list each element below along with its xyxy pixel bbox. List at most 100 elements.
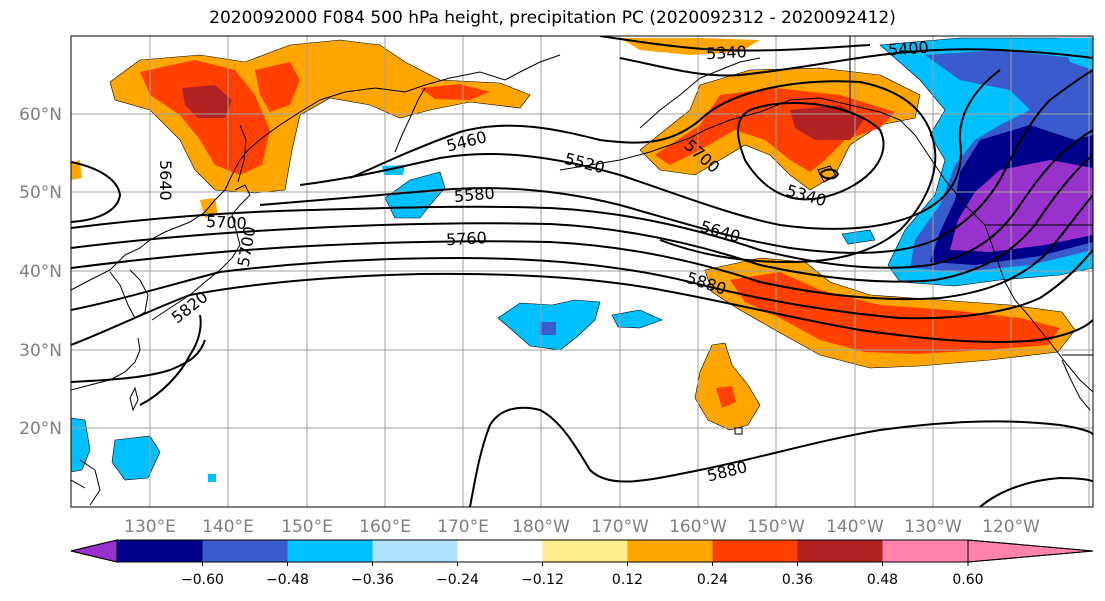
- colorbar-tick-label: 0.36: [782, 572, 813, 588]
- contour-5880-south: [71, 339, 206, 383]
- shade-purple-nw-america: [950, 160, 1093, 252]
- colorbar-segment: [542, 540, 628, 562]
- shade-blue-central: [540, 322, 556, 335]
- colorbar-tick-label: 0.24: [697, 572, 728, 588]
- lat-tick-label: 30°N: [19, 341, 62, 361]
- colorbar-segment: [712, 540, 798, 562]
- lon-tick-label: 160°W: [669, 517, 727, 537]
- coast-asia-mainland: [71, 54, 561, 291]
- lon-tick-label: 150°W: [747, 517, 805, 537]
- contour-label: 5700: [206, 212, 248, 233]
- lon-axis: 130°E 140°E 150°E 160°E 170°E 180°W 170°…: [124, 517, 1040, 537]
- contour-5640-main: [71, 129, 1093, 269]
- coast-china-south: [71, 337, 141, 391]
- lon-tick-label: 140°W: [826, 517, 884, 537]
- height-contours: [71, 36, 1093, 507]
- contour-5640-west: [71, 161, 122, 223]
- colorbar-ticks: [202, 562, 969, 566]
- shade-red-hawaii: [716, 386, 736, 408]
- lon-tick-label: 180°W: [512, 517, 570, 537]
- lon-tick-label: 130°W: [904, 517, 962, 537]
- shade-sky-gulf-small: [841, 229, 876, 245]
- lat-tick-label: 50°N: [19, 183, 62, 203]
- contour-label: 5760: [446, 228, 488, 249]
- colorbar-segment: [882, 540, 968, 562]
- map-frame: [70, 35, 1094, 508]
- map-title: 2020092000 F084 500 hPa height, precipit…: [209, 8, 896, 28]
- contour-label: 5340: [706, 42, 748, 63]
- coast-taiwan: [129, 386, 139, 412]
- lat-tick-label: 40°N: [19, 262, 62, 282]
- coast-philippines: [71, 459, 101, 506]
- coast-bc: [934, 164, 986, 226]
- contour-5340-alaska: [737, 101, 885, 201]
- shade-orange-jp-west: [71, 160, 82, 180]
- island-hawaii: [734, 427, 743, 435]
- colorbar-segment: [797, 540, 883, 562]
- contour-5580: [259, 69, 1093, 254]
- lon-tick-label: 120°W: [982, 517, 1040, 537]
- shade-sky-kuril: [384, 171, 446, 219]
- colorbar-tick-label: 0.60: [952, 572, 983, 588]
- shade-red-okhotsk-2: [255, 62, 300, 112]
- contour-5880-trop: [469, 406, 1093, 507]
- shade-red-bering-west: [420, 84, 490, 100]
- contour-5400: [619, 48, 1093, 77]
- coast-kamchatka: [394, 87, 426, 153]
- contour-5820: [71, 249, 1093, 320]
- contour-label: 5400: [887, 38, 929, 60]
- colorbar-tick-label: −0.60: [181, 572, 224, 588]
- colorbar-tick-label: −0.24: [436, 572, 479, 588]
- colorbar: −0.60 −0.48 −0.36 −0.24 −0.12 0.12 0.24 …: [70, 539, 1094, 588]
- shade-dark-okhotsk: [182, 85, 232, 118]
- shade-orange-hawaii: [694, 342, 761, 431]
- coast-us-west: [984, 224, 1093, 393]
- shade-sky-alaska-top: [1060, 38, 1093, 70]
- colorbar-segment: [202, 540, 288, 562]
- coast-sakhalin: [237, 124, 247, 183]
- lon-tick-label: 150°E: [281, 517, 333, 537]
- colorbar-tick-label: 0.12: [612, 572, 643, 588]
- colorbar-tick-label: 0.48: [867, 572, 898, 588]
- colorbar-segment: [627, 540, 713, 562]
- coast-japan-hokkaido: [231, 184, 251, 216]
- contour-label: 5580: [453, 184, 495, 206]
- shade-orange-jp-sea: [200, 198, 218, 218]
- colorbar-segment: [117, 540, 203, 562]
- coast-baja: [1061, 359, 1091, 411]
- lon-tick-label: 160°E: [359, 517, 411, 537]
- coastlines: [71, 36, 1093, 506]
- lat-tick-label: 20°N: [19, 419, 62, 439]
- contour-5880-main: [71, 272, 1093, 346]
- shade-sky-central-2: [611, 309, 663, 329]
- contour-5880-trop-2: [979, 476, 1093, 507]
- contour-5460: [349, 80, 937, 264]
- colorbar-tick-label: −0.48: [266, 572, 309, 588]
- contour-5880-sw: [139, 314, 202, 406]
- colorbar-outline: [70, 539, 1094, 563]
- contour-5520: [299, 69, 1001, 230]
- contour-label: 5640: [156, 160, 175, 201]
- lon-tick-label: 140°E: [202, 517, 254, 537]
- shade-sky-sw-2: [71, 417, 91, 473]
- colorbar-tick-label: −0.12: [521, 572, 564, 588]
- contour-5700: [71, 154, 1093, 283]
- colorbar-segment: [372, 540, 458, 562]
- contour-5760: [71, 194, 1093, 301]
- colorbar-segment: [457, 540, 543, 562]
- lat-tick-label: 60°N: [19, 105, 62, 125]
- lon-tick-label: 130°E: [124, 517, 176, 537]
- shade-sky-small: [208, 474, 216, 482]
- colorbar-extend-low: [70, 539, 118, 563]
- colorbar-segment: [287, 540, 373, 562]
- lon-tick-label: 170°E: [437, 517, 489, 537]
- coast-alaska-west: [639, 57, 761, 129]
- coast-japan-honshu: [151, 214, 241, 321]
- contour-small-ring: [818, 168, 840, 180]
- contour-5340-north: [599, 36, 871, 52]
- lon-tick-label: 170°W: [591, 517, 649, 537]
- colorbar-extend-high: [967, 539, 1094, 563]
- colorbar-tick-label: −0.36: [351, 572, 394, 588]
- coast-aleutians: [559, 129, 706, 171]
